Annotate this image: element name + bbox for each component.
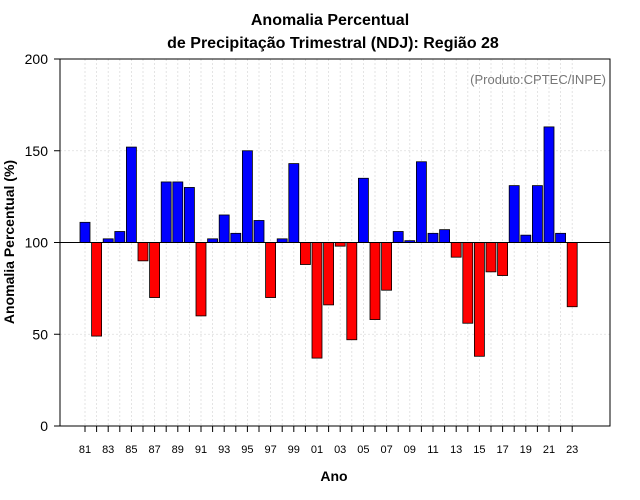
y-tick-label: 0: [40, 418, 48, 434]
bar-13: [450, 242, 462, 258]
bar-85: [126, 146, 137, 243]
x-tick-label: 89: [172, 444, 184, 456]
y-tick-label: 100: [25, 235, 49, 251]
x-tick-label: 03: [334, 444, 346, 456]
x-tick-label: 83: [102, 444, 114, 456]
y-axis-label: Anomalia Percentual (%): [1, 160, 17, 324]
bar-89: [172, 181, 184, 243]
x-tick-label: 05: [357, 444, 369, 456]
bar-87: [149, 242, 161, 298]
bar-21: [543, 126, 555, 243]
bar-83: [102, 238, 114, 243]
bar-11: [427, 232, 439, 243]
product-credit: (Produto:CPTEC/INPE): [470, 72, 606, 87]
y-tick-label: 50: [32, 326, 48, 342]
grid-lines: [60, 58, 610, 427]
bar-03: [334, 242, 346, 247]
bar-18: [508, 185, 520, 243]
bar-94: [230, 232, 242, 243]
bar-05: [357, 177, 369, 243]
x-tick-label: 91: [195, 444, 207, 456]
bar-12: [439, 229, 451, 243]
x-tick-label: 21: [543, 444, 555, 456]
bar-14: [462, 242, 474, 324]
bar-22: [555, 232, 566, 243]
bar-04: [346, 242, 358, 341]
bar-01: [311, 242, 323, 359]
bar-98: [276, 238, 288, 243]
bar-96: [253, 220, 265, 243]
y-tick-label: 150: [25, 143, 49, 159]
chart-title-line1: Anomalia Percentual: [251, 12, 409, 29]
x-tick-label: 87: [148, 444, 160, 456]
bar-10: [415, 161, 427, 243]
x-tick-label: 19: [520, 444, 532, 456]
bar-00: [299, 242, 311, 265]
x-tick-label: 13: [450, 444, 462, 456]
bar-06: [369, 242, 381, 320]
x-tick-label: 97: [264, 444, 276, 456]
x-tick-label: 99: [288, 444, 300, 456]
bar-95: [241, 150, 253, 243]
bar-17: [497, 242, 509, 276]
x-tick-label: 81: [79, 444, 91, 456]
x-axis: 81 83 85 87 89 91 93 95 97 99 01 03 05 07 09 11 13 15 17 19…: [79, 426, 578, 456]
x-tick-label: 95: [241, 444, 253, 456]
x-tick-label: 85: [125, 444, 137, 456]
x-tick-label: 15: [473, 444, 485, 456]
x-tick-label: 93: [218, 444, 230, 456]
bar-90: [183, 187, 195, 243]
x-axis-label: Ano: [320, 468, 347, 484]
bar-02: [323, 242, 335, 306]
x-tick-label: 17: [496, 444, 508, 456]
bar-19: [520, 234, 532, 243]
bar-20: [532, 185, 543, 243]
bar-16: [485, 242, 497, 273]
x-tick-label: 09: [404, 444, 416, 456]
y-axis: 0 50 100 150 200: [25, 51, 60, 434]
x-tick-label: 23: [566, 444, 578, 456]
bar-88: [160, 181, 172, 243]
bar-07: [381, 242, 393, 291]
bar-92: [207, 238, 219, 243]
bar-97: [265, 242, 277, 298]
bar-15: [473, 242, 485, 357]
x-tick-label: 01: [311, 444, 323, 456]
y-tick-label: 200: [25, 51, 49, 67]
bar-91: [195, 242, 207, 317]
bar-group: [79, 126, 578, 359]
bar-84: [114, 231, 126, 243]
bar-99: [288, 163, 300, 243]
x-tick-label: 07: [380, 444, 392, 456]
bar-81: [79, 221, 91, 243]
bar-93: [218, 214, 230, 243]
bar-23: [566, 242, 578, 308]
bar-08: [392, 231, 404, 243]
bar-82: [91, 242, 102, 337]
bar-86: [137, 242, 149, 262]
x-tick-label: 11: [427, 444, 438, 456]
chart-title-line2: de Precipitação Trimestral (NDJ): Região…: [167, 35, 499, 52]
